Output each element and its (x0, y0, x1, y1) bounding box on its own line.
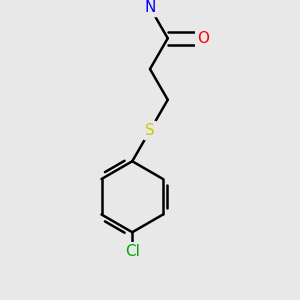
Text: Cl: Cl (125, 244, 140, 259)
Text: S: S (145, 123, 155, 138)
Text: N: N (144, 0, 156, 15)
Text: O: O (197, 31, 209, 46)
